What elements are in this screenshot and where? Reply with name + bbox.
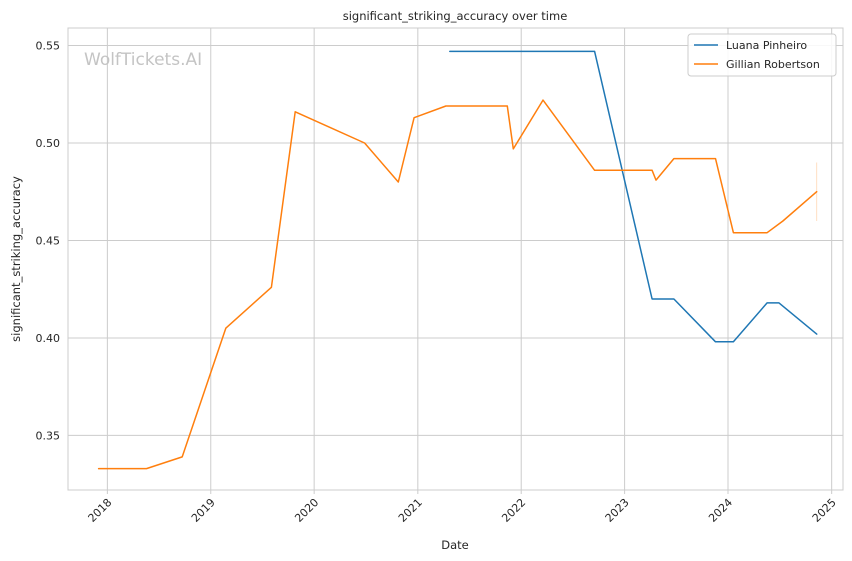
data-point (98, 468, 99, 469)
data-point (513, 148, 514, 149)
legend: Luana Pinheiro Gillian Robertson (687, 33, 837, 77)
y-tick-label: 0.40 (36, 332, 61, 345)
legend-label: Luana Pinheiro (726, 39, 807, 52)
plot-background (68, 28, 843, 490)
series-line-1 (449, 50, 818, 343)
data-point (733, 232, 734, 233)
data-point (778, 302, 779, 303)
data-point (542, 100, 543, 101)
data-point (651, 170, 652, 171)
data-point (594, 170, 595, 171)
series-layer (97, 50, 818, 470)
y-tick-label: 0.35 (36, 429, 61, 442)
data-point (651, 298, 652, 299)
data-point (766, 232, 767, 233)
y-tick-label: 0.45 (36, 234, 61, 247)
data-point (449, 51, 450, 52)
data-point (146, 468, 147, 469)
legend-label: Gillian Robertson (726, 58, 820, 71)
watermark: WolfTickets.AI (84, 50, 202, 70)
x-tick-label: 2018 (86, 496, 115, 525)
data-point (766, 302, 767, 303)
data-point (655, 179, 656, 180)
chart-title: significant_striking_accuracy over time (343, 9, 568, 23)
data-point (507, 105, 508, 106)
data-point (673, 298, 674, 299)
y-tick-label: 0.55 (36, 40, 61, 53)
x-tick-label: 2025 (810, 496, 839, 525)
plot-frame (67, 27, 844, 491)
data-point (271, 287, 272, 288)
x-tick-label: 2022 (499, 496, 528, 525)
x-tick-label: 2021 (396, 496, 425, 525)
x-axis-ticks: 2018 2019 2020 2021 2022 2023 2024 2025 (86, 490, 839, 525)
x-tick-label: 2020 (292, 496, 321, 525)
y-tick-label: 0.50 (36, 137, 61, 150)
data-point (782, 220, 783, 221)
data-point (225, 328, 226, 329)
x-axis-title: Date (441, 538, 469, 552)
x-gridlines (106, 28, 833, 490)
x-tick-label: 2024 (706, 496, 735, 525)
data-point (673, 158, 674, 159)
data-point (414, 117, 415, 118)
data-point (733, 341, 734, 342)
data-point (445, 105, 446, 106)
x-tick-label: 2019 (189, 496, 218, 525)
y-axis-ticks: 0.35 0.40 0.45 0.50 0.55 (36, 40, 61, 443)
data-point (594, 51, 595, 52)
data-point (295, 111, 296, 112)
data-point (182, 456, 183, 457)
y-axis-title: significant_striking_accuracy (9, 176, 23, 342)
data-point (398, 181, 399, 182)
data-point (816, 333, 817, 334)
legend-box (687, 33, 837, 77)
data-point (364, 142, 365, 143)
series-line-2 (97, 99, 818, 470)
x-tick-label: 2023 (603, 496, 632, 525)
data-point (715, 158, 716, 159)
data-point (715, 341, 716, 342)
data-point (816, 191, 817, 192)
